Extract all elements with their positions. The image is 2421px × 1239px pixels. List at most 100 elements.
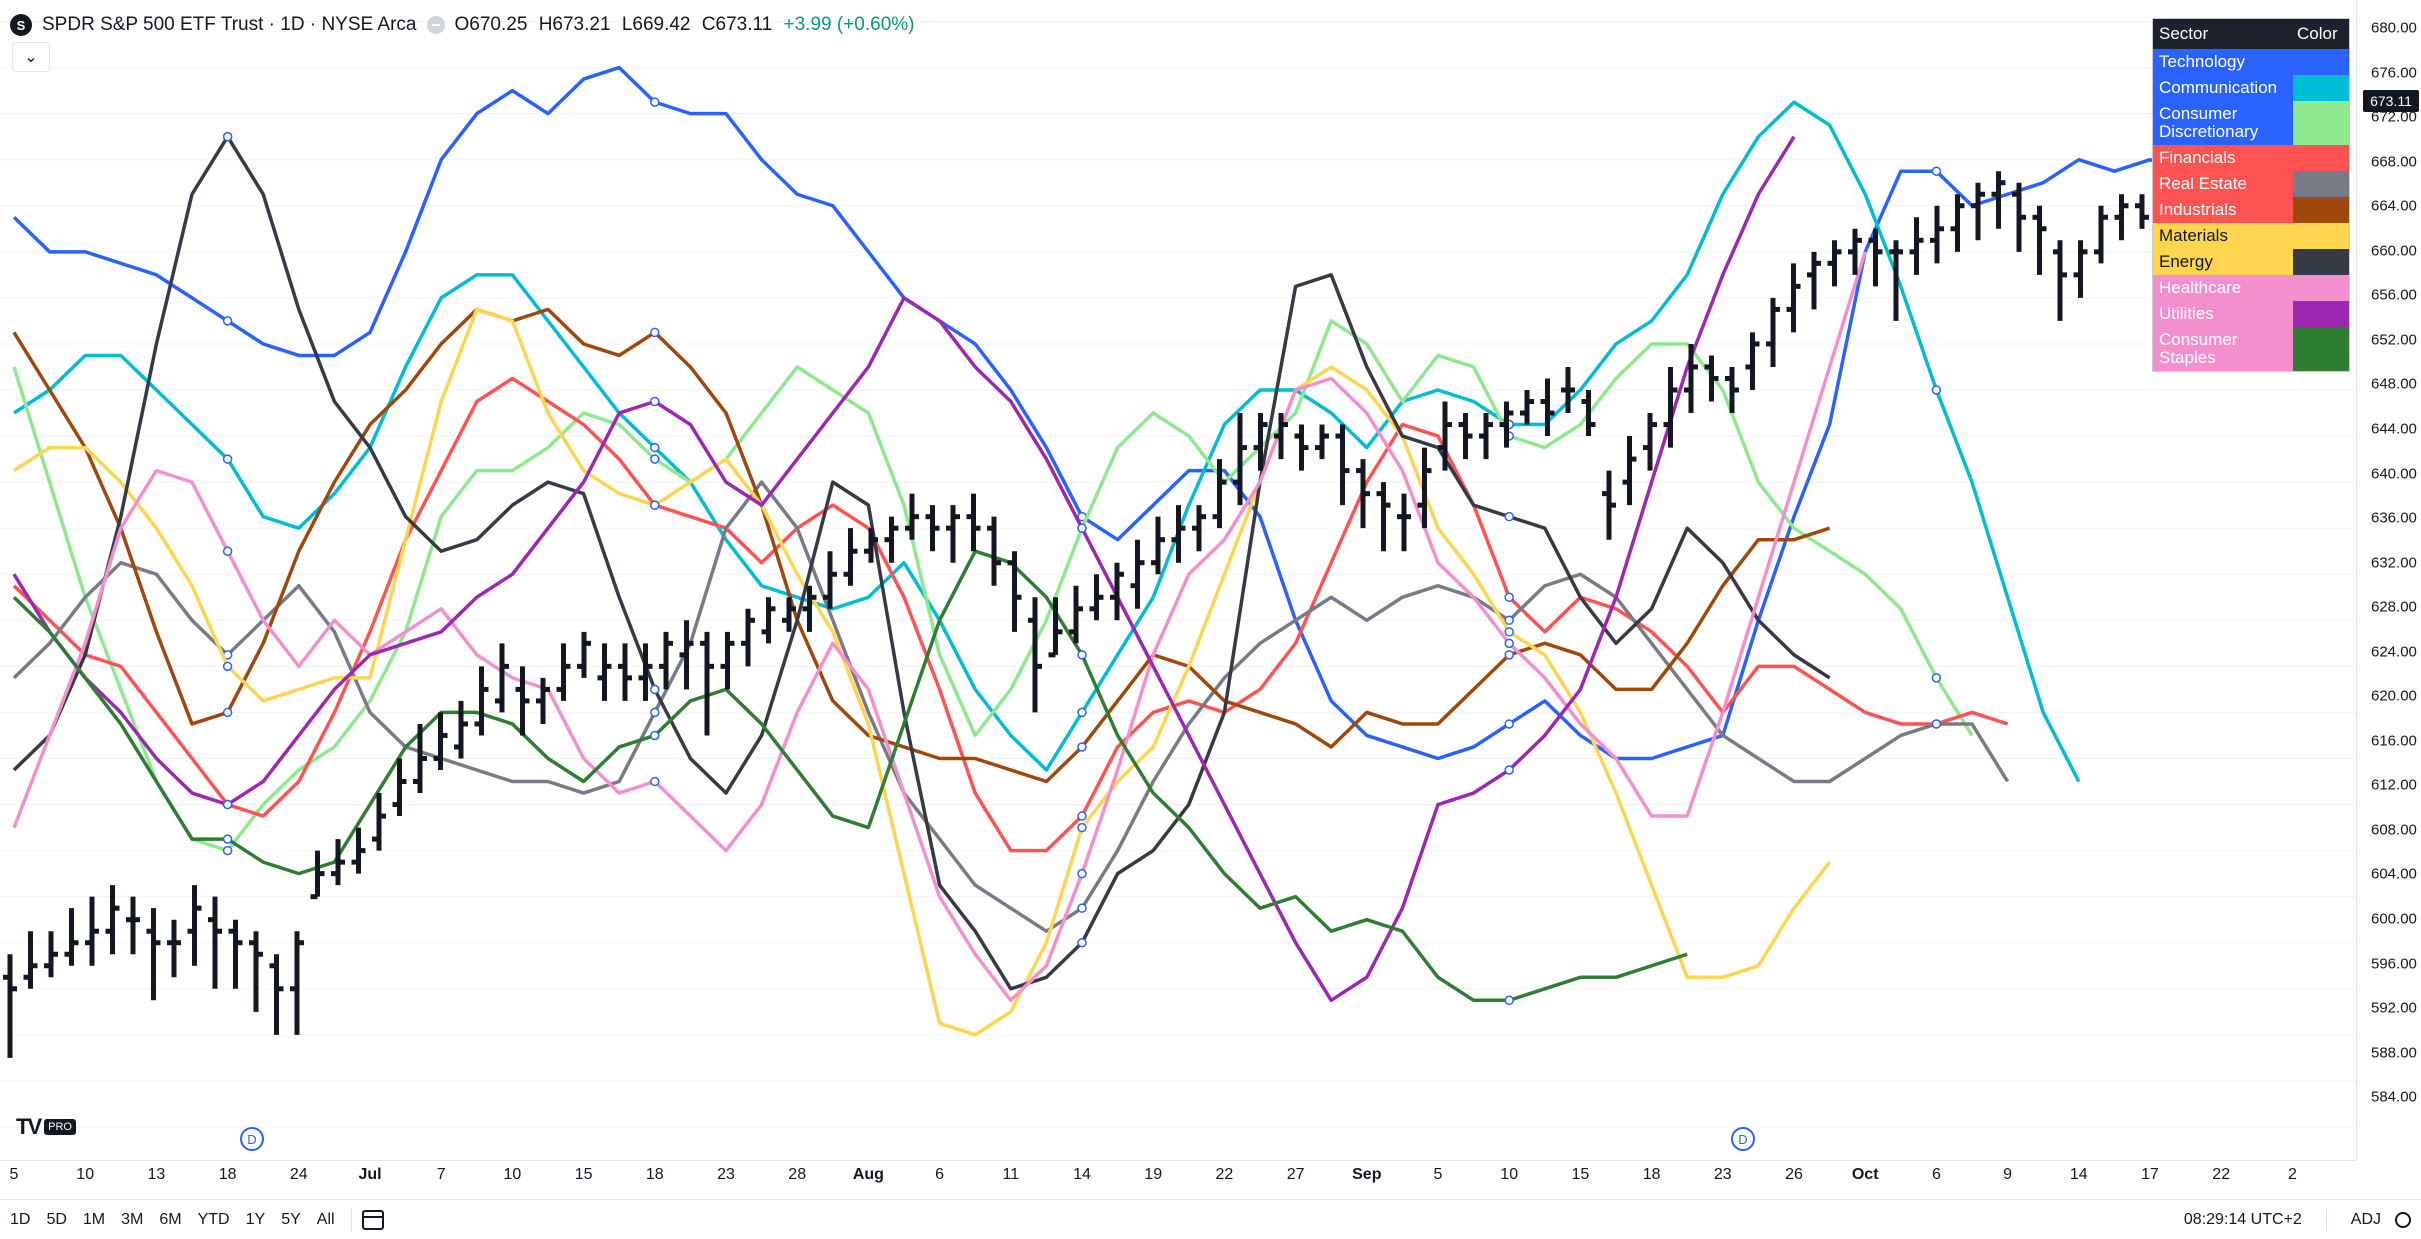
time-axis-label: 19 bbox=[1144, 1166, 1163, 1183]
price-bar bbox=[146, 908, 161, 1001]
price-bar bbox=[1458, 413, 1473, 460]
legend-sector-label: Materials bbox=[2153, 223, 2293, 249]
legend-row: Healthcare bbox=[2153, 275, 2349, 301]
series-line bbox=[12, 307, 1831, 784]
legend-header-color: Color bbox=[2297, 24, 2338, 43]
time-axis-label: 10 bbox=[76, 1166, 95, 1183]
symbol-header: S SPDR S&P 500 ETF Trust · 1D · NYSE Arc… bbox=[10, 10, 920, 40]
high-value: H673.21 bbox=[538, 14, 611, 35]
dividend-marker[interactable]: D bbox=[1731, 1127, 1755, 1151]
range-6m-button[interactable]: 6M bbox=[159, 1210, 182, 1228]
chart-plot-area[interactable] bbox=[0, 0, 2356, 1160]
series-marker bbox=[650, 500, 660, 510]
legend-row: Communication bbox=[2153, 75, 2349, 101]
adj-toggle[interactable]: ADJ bbox=[2350, 1210, 2381, 1228]
range-5y-button[interactable]: 5Y bbox=[281, 1210, 301, 1228]
price-bar bbox=[1007, 551, 1022, 632]
series-marker bbox=[222, 661, 233, 672]
series-marker bbox=[1504, 995, 1514, 1006]
price-axis-label: 596.00 bbox=[2371, 955, 2417, 973]
price-bar bbox=[577, 631, 591, 678]
series-marker bbox=[1077, 523, 1087, 533]
range-1y-button[interactable]: 1Y bbox=[245, 1210, 266, 1228]
series-marker bbox=[1077, 811, 1087, 821]
price-axis-label: 660.00 bbox=[2371, 242, 2417, 260]
bottom-toolbar: 1D 5D 1M 3M 6M YTD 1Y 5Y All 08:29:14 UT… bbox=[0, 1199, 2421, 1239]
range-5d-button[interactable]: 5D bbox=[46, 1210, 67, 1228]
legend-sector-label: Utilities bbox=[2153, 301, 2293, 327]
price-bar bbox=[1909, 217, 1924, 275]
series-marker bbox=[222, 834, 233, 844]
collapse-legend-button[interactable]: ⌄ bbox=[12, 42, 50, 72]
price-bar bbox=[474, 666, 489, 736]
series-marker bbox=[650, 97, 660, 107]
time-axis-label: 23 bbox=[717, 1166, 735, 1183]
series-marker bbox=[222, 454, 233, 464]
time-axis-label: 10 bbox=[1500, 1166, 1519, 1183]
market-status-icon[interactable] bbox=[426, 16, 445, 34]
price-axis-label: 680.00 bbox=[2371, 19, 2417, 37]
symbol-title[interactable]: SPDR S&P 500 ETF Trust · 1D · NYSE Arca bbox=[42, 14, 417, 35]
time-axis-label: 14 bbox=[2069, 1166, 2088, 1183]
price-bar bbox=[495, 643, 509, 713]
time-axis-label: 5 bbox=[9, 1166, 19, 1183]
calendar-icon[interactable] bbox=[361, 1209, 384, 1230]
range-1m-button[interactable]: 1M bbox=[82, 1210, 106, 1228]
price-axis-label: 616.00 bbox=[2371, 732, 2417, 750]
time-axis-label: 6 bbox=[1931, 1166, 1941, 1183]
symbol-logo-icon[interactable]: S bbox=[10, 14, 32, 36]
dividend-marker[interactable]: D bbox=[240, 1127, 264, 1151]
price-axis-label: 592.00 bbox=[2371, 999, 2417, 1017]
price-bar bbox=[1643, 413, 1657, 471]
time-axis-label: 5 bbox=[1433, 1166, 1443, 1183]
legend-sector-label: Real Estate bbox=[2153, 171, 2293, 197]
time-axis[interactable]: 5 10 13 18 24 Jul 7 10 15 18 23 28 Aug 6 11 14 19 22 27 Sep… bbox=[0, 1160, 2356, 1191]
price-axis-label: 676.00 bbox=[2371, 64, 2417, 82]
range-3m-button[interactable]: 3M bbox=[121, 1210, 144, 1228]
legend-row: Energy bbox=[2153, 249, 2349, 275]
legend-color-swatch bbox=[2293, 223, 2349, 249]
price-bar bbox=[1602, 470, 1616, 540]
toolbar-divider bbox=[2325, 1208, 2327, 1231]
price-axis-label: 664.00 bbox=[2371, 197, 2417, 215]
series-marker bbox=[650, 454, 660, 464]
price-bar bbox=[1151, 516, 1165, 575]
time-axis-label: 15 bbox=[574, 1166, 593, 1183]
range-1d-button[interactable]: 1D bbox=[10, 1210, 31, 1228]
price-axis[interactable]: 680.00 676.00 672.00 668.00 664.00 660.00 656.… bbox=[2356, 0, 2421, 1160]
gear-icon[interactable] bbox=[2395, 1211, 2411, 1228]
series-marker bbox=[650, 730, 660, 741]
price-bar bbox=[659, 631, 673, 690]
price-bar bbox=[228, 919, 243, 989]
series-marker bbox=[1931, 166, 1942, 176]
clock-display[interactable]: 08:29:14 UTC+2 bbox=[2183, 1210, 2302, 1228]
price-bar bbox=[1315, 424, 1329, 460]
legend-row: Technology bbox=[2153, 49, 2349, 75]
time-axis-label: 7 bbox=[436, 1166, 446, 1183]
price-bar bbox=[1335, 424, 1350, 506]
price-bar bbox=[44, 931, 58, 978]
series-marker bbox=[1931, 673, 1942, 683]
price-bar bbox=[905, 493, 919, 540]
series-marker bbox=[1504, 650, 1514, 660]
legend-color-swatch bbox=[2293, 49, 2349, 75]
price-axis-label: 636.00 bbox=[2371, 509, 2417, 527]
range-ytd-button[interactable]: YTD bbox=[197, 1210, 230, 1228]
series-marker bbox=[1931, 719, 1942, 729]
tradingview-logo[interactable]: TV PRO bbox=[16, 1114, 76, 1140]
price-bar bbox=[2073, 240, 2088, 298]
series-marker bbox=[1504, 627, 1514, 637]
price-axis-label: 608.00 bbox=[2371, 821, 2417, 839]
price-bar bbox=[1971, 182, 1985, 241]
price-bar bbox=[1356, 459, 1370, 529]
legend-sector-label: Financials bbox=[2153, 145, 2293, 171]
legend-header: Sector Color bbox=[2153, 19, 2349, 49]
price-bar bbox=[556, 643, 571, 701]
price-bar bbox=[269, 954, 284, 1035]
range-all-button[interactable]: All bbox=[316, 1210, 335, 1228]
price-bar bbox=[1745, 332, 1760, 390]
price-axis-label: 604.00 bbox=[2371, 865, 2417, 883]
time-axis-label: Jul bbox=[358, 1166, 382, 1183]
price-bar bbox=[987, 516, 1001, 586]
price-bar bbox=[290, 931, 304, 1035]
